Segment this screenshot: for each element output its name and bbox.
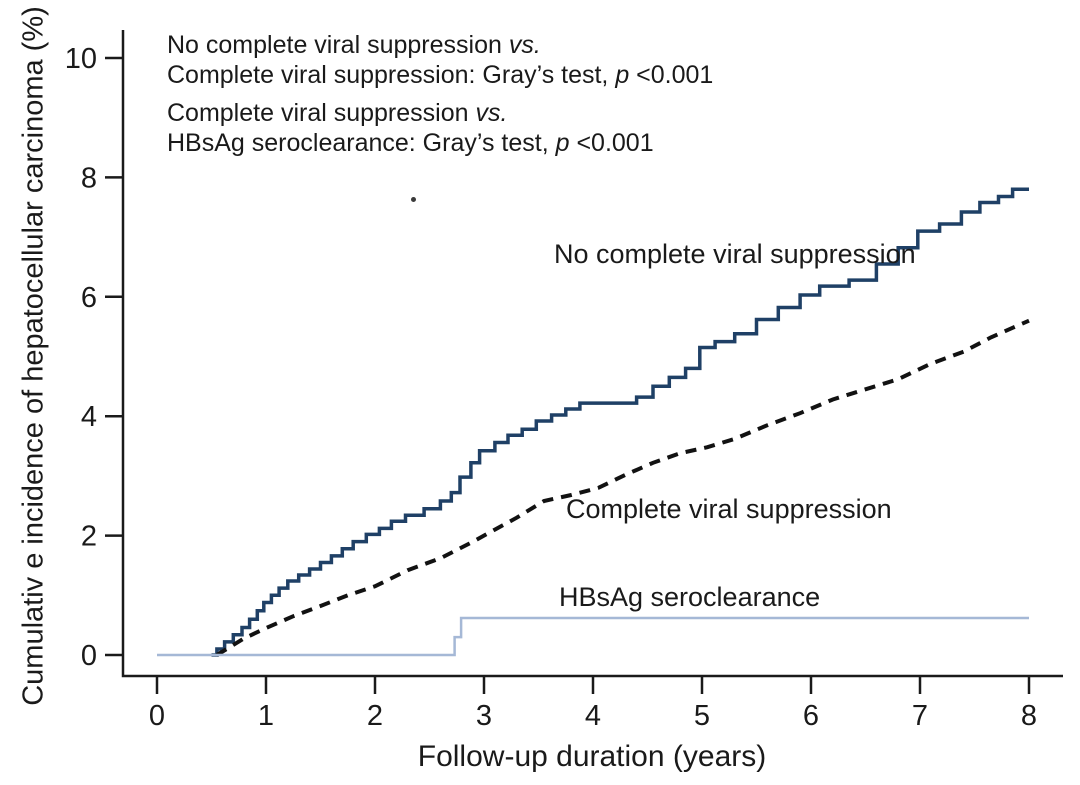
series-curve-1-complete-viral-suppression <box>215 318 1030 657</box>
series-curve-2-hbsag-seroclearance <box>157 616 1029 657</box>
x-tick-label: 8 <box>1021 700 1037 732</box>
axis-lines <box>121 30 1063 678</box>
y-tick-label: 10 <box>65 43 97 75</box>
x-tick-label: 0 <box>149 700 165 732</box>
stats-annotation-gray-test-2: Complete viral suppression vs. HBsAg ser… <box>167 98 654 158</box>
curve-label-no-complete-viral-suppression: No complete viral suppression <box>554 239 916 269</box>
x-axis-title: Follow-up duration (years) <box>417 740 767 773</box>
y-tick-label: 0 <box>81 640 97 672</box>
x-tick-label: 2 <box>367 700 383 732</box>
y-tick-label: 8 <box>81 162 97 194</box>
stray-dot-artifact <box>411 197 416 202</box>
y-tick-label: 4 <box>81 401 97 433</box>
annotation-line: No complete viral suppression vs. <box>167 31 541 59</box>
series-curve-0-no-complete-viral-suppression <box>211 187 1029 657</box>
annotation-line: Complete viral suppression vs. <box>167 99 508 127</box>
x-tick-label: 6 <box>803 700 819 732</box>
annotation-line: Complete viral suppression: Gray’s test,… <box>167 61 714 89</box>
y-tick-label: 6 <box>81 282 97 314</box>
y-axis-title: Cumulativ e incidence of hepatocellular … <box>17 6 50 706</box>
x-tick-label: 4 <box>585 700 601 732</box>
x-tick-label: 5 <box>694 700 710 732</box>
curve-label-complete-viral-suppression: Complete viral suppression <box>566 494 892 524</box>
y-tick-label: 2 <box>81 521 97 553</box>
curve-label-hbsag-seroclearance: HBsAg seroclearance <box>559 582 821 612</box>
x-tick-label: 7 <box>912 700 928 732</box>
x-tick-label: 1 <box>258 700 274 732</box>
x-tick-label: 3 <box>476 700 492 732</box>
stats-annotation-gray-test-1: No complete viral suppression vs. Comple… <box>167 30 713 90</box>
annotation-line: HBsAg seroclearance: Gray’s test, p <0.0… <box>167 129 654 157</box>
